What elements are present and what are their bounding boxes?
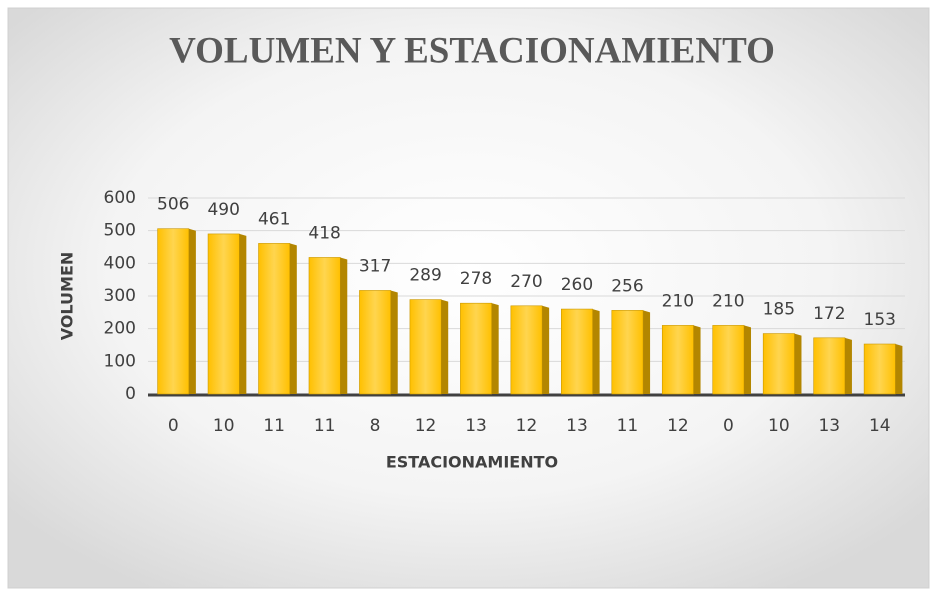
- bar-side: [693, 325, 701, 394]
- x-tick-label: 11: [314, 416, 336, 436]
- y-tick-label: 200: [104, 319, 136, 339]
- bar-side: [542, 305, 550, 394]
- data-label: 278: [460, 269, 492, 289]
- data-label: 418: [308, 223, 340, 243]
- x-axis-label: ESTACIONAMIENTO: [386, 453, 558, 472]
- bar-side: [390, 290, 398, 394]
- bar: [409, 299, 442, 395]
- y-tick-label: 100: [104, 351, 136, 371]
- x-tick-label: 12: [415, 416, 437, 436]
- bar: [611, 310, 644, 395]
- bar: [661, 325, 694, 395]
- data-label: 256: [611, 276, 643, 296]
- bar: [561, 308, 593, 395]
- y-tick-label: 600: [104, 188, 136, 208]
- chart-background: [7, 7, 930, 589]
- data-label: 317: [359, 256, 391, 276]
- bar-side: [844, 337, 852, 394]
- bar: [258, 243, 291, 395]
- data-label: 153: [864, 310, 896, 330]
- x-tick-label: 0: [723, 416, 734, 436]
- bar: [460, 302, 492, 395]
- bar-side: [441, 299, 449, 394]
- data-label: 210: [712, 291, 744, 311]
- x-tick-label: 13: [465, 416, 487, 436]
- bar: [863, 343, 896, 395]
- data-label: 270: [510, 272, 542, 292]
- bar: [813, 337, 846, 395]
- bar-side: [794, 333, 802, 394]
- data-label: 210: [662, 291, 694, 311]
- data-label: 289: [409, 266, 441, 286]
- bar: [510, 305, 543, 395]
- bar: [207, 233, 240, 395]
- y-tick-label: 400: [104, 253, 136, 273]
- bar: [157, 228, 190, 395]
- chart-title: VOLUMEN Y ESTACIONAMIENTO: [169, 30, 775, 71]
- bar: [762, 333, 795, 395]
- bar-side: [491, 303, 499, 394]
- bar-side: [643, 310, 651, 394]
- x-tick-label: 11: [617, 416, 639, 436]
- bar: [308, 257, 341, 395]
- data-label: 260: [561, 275, 593, 295]
- bar-side: [592, 309, 600, 394]
- x-tick-label: 13: [566, 416, 588, 436]
- x-tick-label: 0: [168, 416, 179, 436]
- bar: [712, 325, 745, 395]
- bar-side: [895, 344, 903, 394]
- x-tick-label: 12: [516, 416, 538, 436]
- data-label: 185: [763, 300, 795, 320]
- bar: [359, 290, 392, 395]
- bar-side: [340, 257, 348, 394]
- x-tick-label: 13: [818, 416, 840, 436]
- data-label: 172: [813, 304, 845, 324]
- data-label: 506: [157, 195, 189, 215]
- bar-side: [188, 228, 196, 394]
- data-label: 490: [207, 200, 239, 220]
- x-tick-label: 12: [667, 416, 689, 436]
- y-axis-label: VOLUMEN: [58, 252, 77, 341]
- bar-side: [744, 325, 752, 394]
- y-tick-label: 500: [104, 221, 136, 241]
- y-tick-label: 0: [125, 384, 136, 404]
- bar-side: [289, 243, 297, 394]
- x-tick-label: 10: [213, 416, 235, 436]
- x-tick-label: 10: [768, 416, 790, 436]
- data-label: 461: [258, 209, 290, 229]
- bar-side: [239, 233, 247, 394]
- x-tick-label: 11: [263, 416, 285, 436]
- y-tick-label: 300: [104, 286, 136, 306]
- x-tick-label: 14: [869, 416, 891, 436]
- x-tick-label: 8: [370, 416, 381, 436]
